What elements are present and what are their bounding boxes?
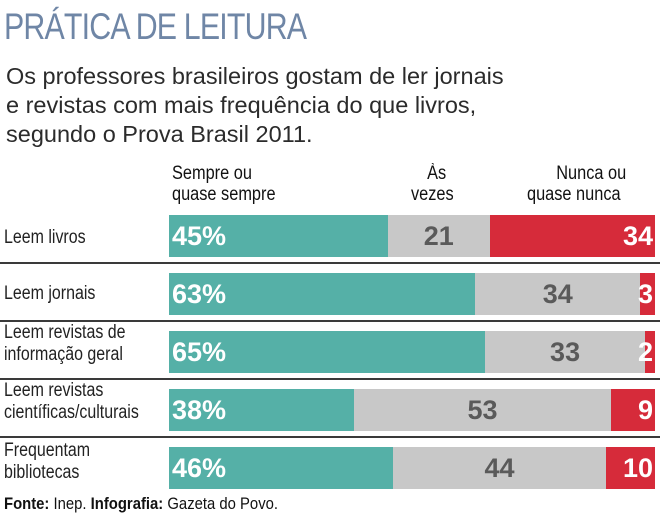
data-label: 3 bbox=[637, 279, 653, 309]
data-label: 34 bbox=[542, 279, 573, 309]
row-separator bbox=[0, 262, 660, 264]
data-label: 2 bbox=[637, 337, 653, 367]
category-label: Leem livros bbox=[4, 227, 86, 248]
row-separator bbox=[0, 378, 660, 380]
bar-segment bbox=[169, 273, 476, 315]
bar-segment bbox=[169, 215, 388, 257]
chart-subtitle: Os professores brasileiros gostam de ler… bbox=[6, 62, 656, 149]
row-separator bbox=[0, 436, 660, 438]
category-label: Leem jornais bbox=[4, 283, 96, 304]
data-label: 33 bbox=[550, 337, 581, 367]
data-label: 34 bbox=[622, 221, 653, 251]
data-label: 44 bbox=[484, 453, 515, 483]
category-label: Frequentam bibliotecas bbox=[4, 440, 91, 483]
legend-never: Nunca ou quase nunca bbox=[527, 163, 627, 205]
data-label: 65% bbox=[172, 337, 227, 367]
bar-segment bbox=[353, 389, 612, 431]
bar-segment bbox=[169, 447, 393, 489]
bar-segment bbox=[392, 447, 607, 489]
bar-segment bbox=[645, 331, 655, 373]
subtitle-line: e revistas com mais frequência do que li… bbox=[6, 92, 477, 118]
bar-segment bbox=[475, 273, 641, 315]
row-separator bbox=[0, 320, 660, 322]
bar-segment bbox=[169, 331, 485, 373]
category-label: Leem revistas científicas/culturais bbox=[4, 380, 139, 423]
bar-segment bbox=[489, 215, 655, 257]
bar-segment bbox=[484, 331, 646, 373]
subtitle-line: Os professores brasileiros gostam de ler… bbox=[6, 63, 504, 89]
legend-sometimes: Às vezes bbox=[411, 163, 454, 205]
bar-segment bbox=[611, 389, 655, 431]
bar-segment bbox=[640, 273, 655, 315]
source-note: Fonte: Inep. Infografia: Gazeta do Povo. bbox=[4, 495, 279, 513]
data-label: 53 bbox=[467, 395, 498, 425]
bar-segment bbox=[606, 447, 655, 489]
bar-segment bbox=[169, 389, 354, 431]
bar-segment bbox=[387, 215, 490, 257]
data-label: 10 bbox=[622, 453, 653, 483]
legend-always: Sempre ou quase sempre bbox=[172, 163, 276, 205]
data-label: 46% bbox=[172, 453, 227, 483]
data-label: 9 bbox=[637, 395, 653, 425]
data-label: 21 bbox=[423, 221, 454, 251]
data-label: 63% bbox=[172, 279, 227, 309]
category-label: Leem revistas de informação geral bbox=[4, 322, 126, 365]
subtitle-line: segundo o Prova Brasil 2011. bbox=[6, 121, 313, 147]
data-label: 38% bbox=[172, 395, 227, 425]
chart-title: PRÁTICA DE LEITURA bbox=[4, 6, 307, 47]
data-label: 45% bbox=[172, 221, 227, 251]
